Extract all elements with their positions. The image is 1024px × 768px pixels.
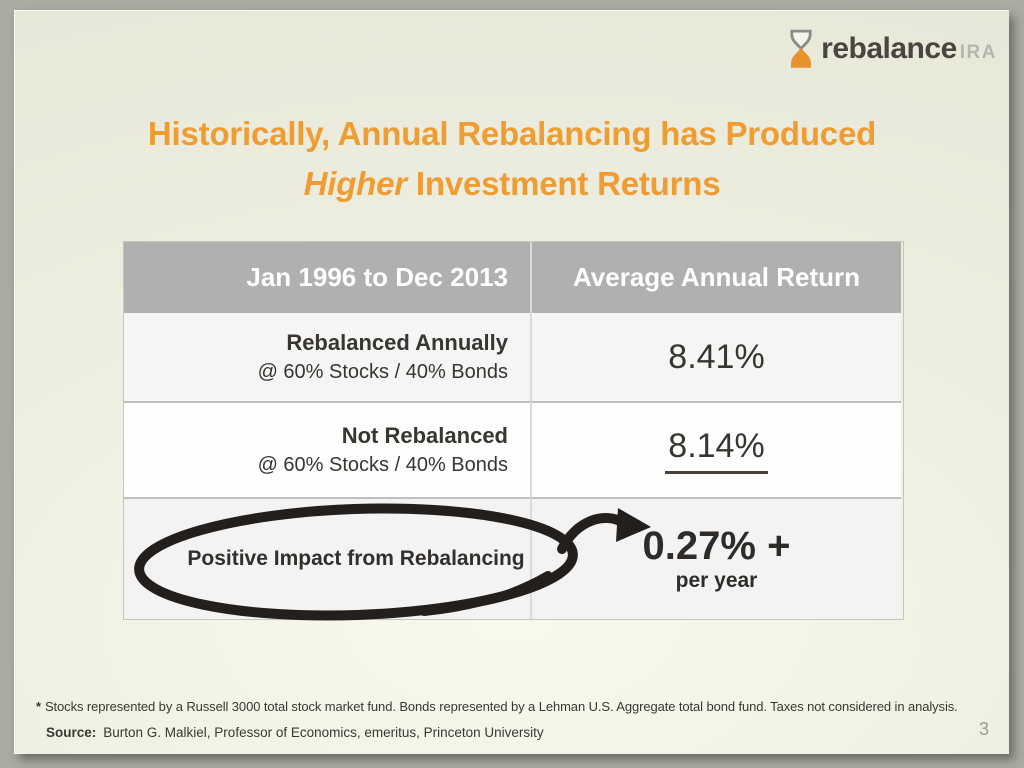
table-header-period: Jan 1996 to Dec 2013: [124, 242, 530, 313]
table-row-impact-label: Positive Impact from Rebalancing: [124, 497, 530, 619]
brand-wordmark: rebalance IRA: [821, 32, 997, 66]
hourglass-icon: [790, 29, 812, 68]
presentation-slide: rebalance IRA Historically, Annual Rebala…: [14, 10, 1009, 754]
title-line-1: Historically, Annual Rebalancing has Pro…: [147, 115, 877, 152]
footnote-marker: *: [36, 699, 41, 714]
source-line: Source: Burton G. Malkiel, Professor of E…: [46, 725, 544, 740]
title-line-2: Higher Investment Returns: [15, 159, 1009, 209]
footnote-text: Stocks represented by a Russell 3000 tot…: [44, 699, 958, 714]
slide-title: Historically, Annual Rebalancing has Pro…: [15, 109, 1009, 209]
source-text: Burton G. Malkiel, Professor of Economic…: [103, 725, 544, 740]
brand-suffix: IRA: [959, 42, 997, 63]
impact-value: 0.27% +: [642, 524, 791, 568]
row-label: Not Rebalanced: [341, 423, 508, 448]
impact-label: Positive Impact from Rebalancing: [187, 547, 525, 570]
table-row-not-rebalanced-value: 8.14%: [530, 401, 901, 497]
footnote: * Stocks represented by a Russell 3000 to…: [36, 699, 986, 714]
row-sublabel: @ 60% Stocks / 40% Bonds: [257, 454, 508, 476]
title-line-2-rest: Investment Returns: [406, 165, 721, 202]
table-row-rebalanced-value: 8.41%: [530, 313, 901, 401]
page-number: 3: [978, 719, 989, 739]
brand-name: rebalance: [821, 32, 957, 65]
return-value: 8.41%: [668, 337, 765, 376]
impact-unit: per year: [675, 569, 758, 592]
comparison-table: Jan 1996 to Dec 2013 Average Annual Retu…: [123, 241, 904, 621]
table-row-rebalanced-label: Rebalanced Annually @ 60% Stocks / 40% B…: [124, 313, 530, 401]
source-label: Source:: [46, 725, 97, 740]
table-row-not-rebalanced-label: Not Rebalanced @ 60% Stocks / 40% Bonds: [124, 401, 530, 497]
table-header-return: Average Annual Return: [530, 242, 901, 313]
title-line-2-italic: Higher: [303, 165, 408, 202]
table-row-impact-value: 0.27% + per year: [530, 497, 901, 619]
return-value-underlined: 8.14%: [665, 427, 768, 474]
row-sublabel: @ 60% Stocks / 40% Bonds: [257, 361, 508, 383]
row-label: Rebalanced Annually: [286, 330, 508, 355]
brand-logo: rebalance IRA: [788, 29, 997, 69]
